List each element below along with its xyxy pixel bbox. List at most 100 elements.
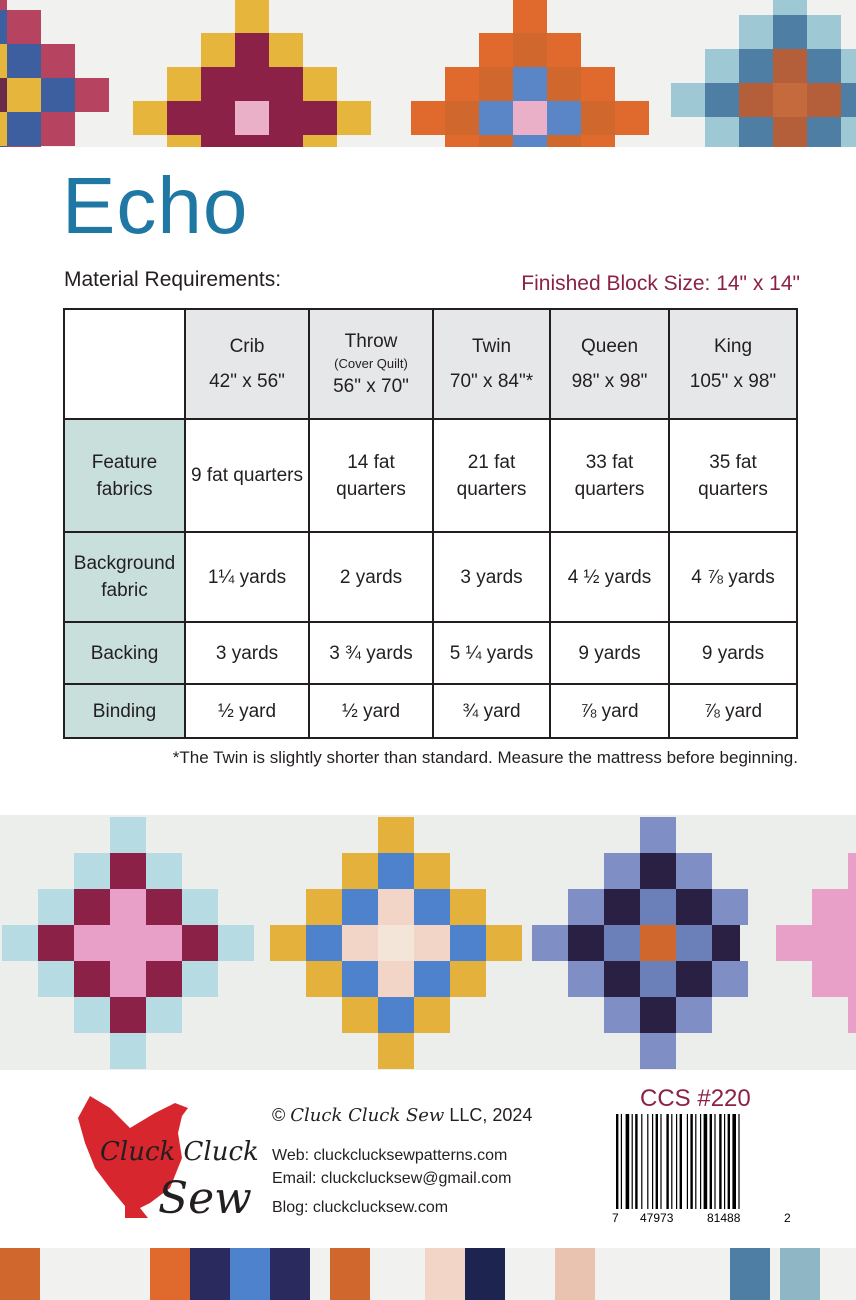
quilt-square <box>75 78 109 112</box>
quilt-square <box>146 961 182 997</box>
quilt-square <box>739 117 773 147</box>
quilt-square <box>133 101 167 135</box>
quilt-square <box>547 67 581 101</box>
quilt-square <box>235 67 269 101</box>
quilt-square <box>41 78 75 112</box>
quilt-square <box>848 853 856 889</box>
quilt-square <box>0 112 7 146</box>
quilt-square <box>807 117 841 147</box>
quilt-square <box>269 33 303 67</box>
quilt-square <box>581 67 615 101</box>
quilt-square <box>110 925 146 961</box>
quilt-square <box>812 997 848 1033</box>
quilt-square <box>676 889 712 925</box>
table-cell: 3 yards <box>184 621 310 685</box>
quilt-square <box>465 1248 505 1300</box>
quilt-square <box>445 101 479 135</box>
email-link[interactable]: Email: cluckclucksew@gmail.com <box>272 1170 512 1187</box>
barcode-bar <box>686 1114 688 1209</box>
header-queen: Queen 98" x 98" <box>549 308 670 420</box>
quilt-square <box>41 44 75 78</box>
row-label: Feature fabrics <box>63 418 186 533</box>
quilt-square <box>414 997 450 1033</box>
quilt-square <box>182 925 218 961</box>
table-cell: 1¼ yards <box>184 531 310 623</box>
quilt-square <box>182 889 218 925</box>
barcode-bar <box>641 1114 643 1209</box>
quilt-square <box>2 925 38 961</box>
quilt-square <box>773 83 807 117</box>
quilt-square <box>581 101 615 135</box>
quilt-square <box>0 78 7 112</box>
barcode-digits: 2 <box>784 1211 791 1224</box>
quilt-square <box>450 925 486 961</box>
quilt-square <box>74 853 110 889</box>
quilt-square <box>705 83 739 117</box>
quilt-square <box>730 1248 770 1300</box>
quilt-square <box>776 961 812 997</box>
table-cell: 3 ¾ yards <box>308 621 434 685</box>
row-label: Binding <box>63 683 186 739</box>
quilt-square <box>303 101 337 135</box>
quilt-square <box>640 889 676 925</box>
quilt-square <box>812 853 848 889</box>
table-cell: 33 fat quarters <box>549 418 670 533</box>
quilt-square <box>74 889 110 925</box>
table-cell: 9 fat quarters <box>184 418 310 533</box>
row-label: Background fabric <box>63 531 186 623</box>
quilt-photo-bottom <box>0 1248 856 1300</box>
svg-text:Sew: Sew <box>158 1173 252 1223</box>
quilt-square <box>776 889 812 925</box>
pattern-code: CCS #220 <box>640 1085 751 1112</box>
quilt-square <box>378 961 414 997</box>
table-row: Feature fabrics 9 fat quarters 14 fat quar… <box>63 418 798 533</box>
quilt-square <box>848 997 856 1033</box>
quilt-square <box>773 49 807 83</box>
quilt-square <box>615 101 649 135</box>
barcode-bar <box>625 1114 630 1209</box>
quilt-square <box>547 101 581 135</box>
table-cell: 9 yards <box>668 621 798 685</box>
barcode-digits: 47973 <box>640 1211 674 1224</box>
table-cell: ⅞ yard <box>668 683 798 739</box>
row-label: Backing <box>63 621 186 685</box>
quilt-square <box>532 925 568 961</box>
barcode-bar <box>635 1114 638 1209</box>
quilt-square <box>848 1033 856 1069</box>
quilt-square <box>705 117 739 147</box>
quilt-square <box>378 889 414 925</box>
quilt-square <box>41 112 75 146</box>
quilt-square <box>676 925 712 961</box>
quilt-square <box>0 0 7 10</box>
table-cell: ¾ yard <box>432 683 551 739</box>
footnote: *The Twin is slightly shorter than stand… <box>172 748 798 767</box>
table-cell: 9 yards <box>549 621 670 685</box>
quilt-square <box>841 83 856 117</box>
finished-block-size: Finished Block Size: 14" x 14" <box>521 272 800 295</box>
material-requirements-label: Material Requirements: <box>64 268 282 291</box>
quilt-square <box>167 135 201 147</box>
svg-text:Cluck Cluck: Cluck Cluck <box>100 1137 259 1167</box>
quilt-square <box>773 117 807 147</box>
barcode-bar <box>738 1114 740 1209</box>
quilt-square <box>807 15 841 49</box>
quilt-square <box>705 49 739 83</box>
blog-link[interactable]: Blog: cluckclucksew.com <box>272 1199 449 1216</box>
barcode-bar <box>727 1114 730 1209</box>
barcode-bar <box>666 1114 669 1209</box>
quilt-square <box>513 33 547 67</box>
table-row: Background fabric 1¼ yards 2 yards 3 yards 4… <box>63 531 798 623</box>
quilt-square <box>414 889 450 925</box>
quilt-square <box>486 925 522 961</box>
quilt-square <box>414 853 450 889</box>
table-cell: 35 fat quarters <box>668 418 798 533</box>
quilt-square <box>848 889 856 925</box>
web-link[interactable]: Web: cluckclucksewpatterns.com <box>272 1147 508 1164</box>
quilt-square <box>110 961 146 997</box>
quilt-square <box>780 1248 820 1300</box>
material-table: Crib 42" x 56" Throw (Cover Quilt) 56" x 70… <box>63 308 798 739</box>
quilt-square <box>378 817 414 853</box>
quilt-square <box>640 997 676 1033</box>
quilt-square <box>235 0 269 33</box>
quilt-square <box>378 997 414 1033</box>
